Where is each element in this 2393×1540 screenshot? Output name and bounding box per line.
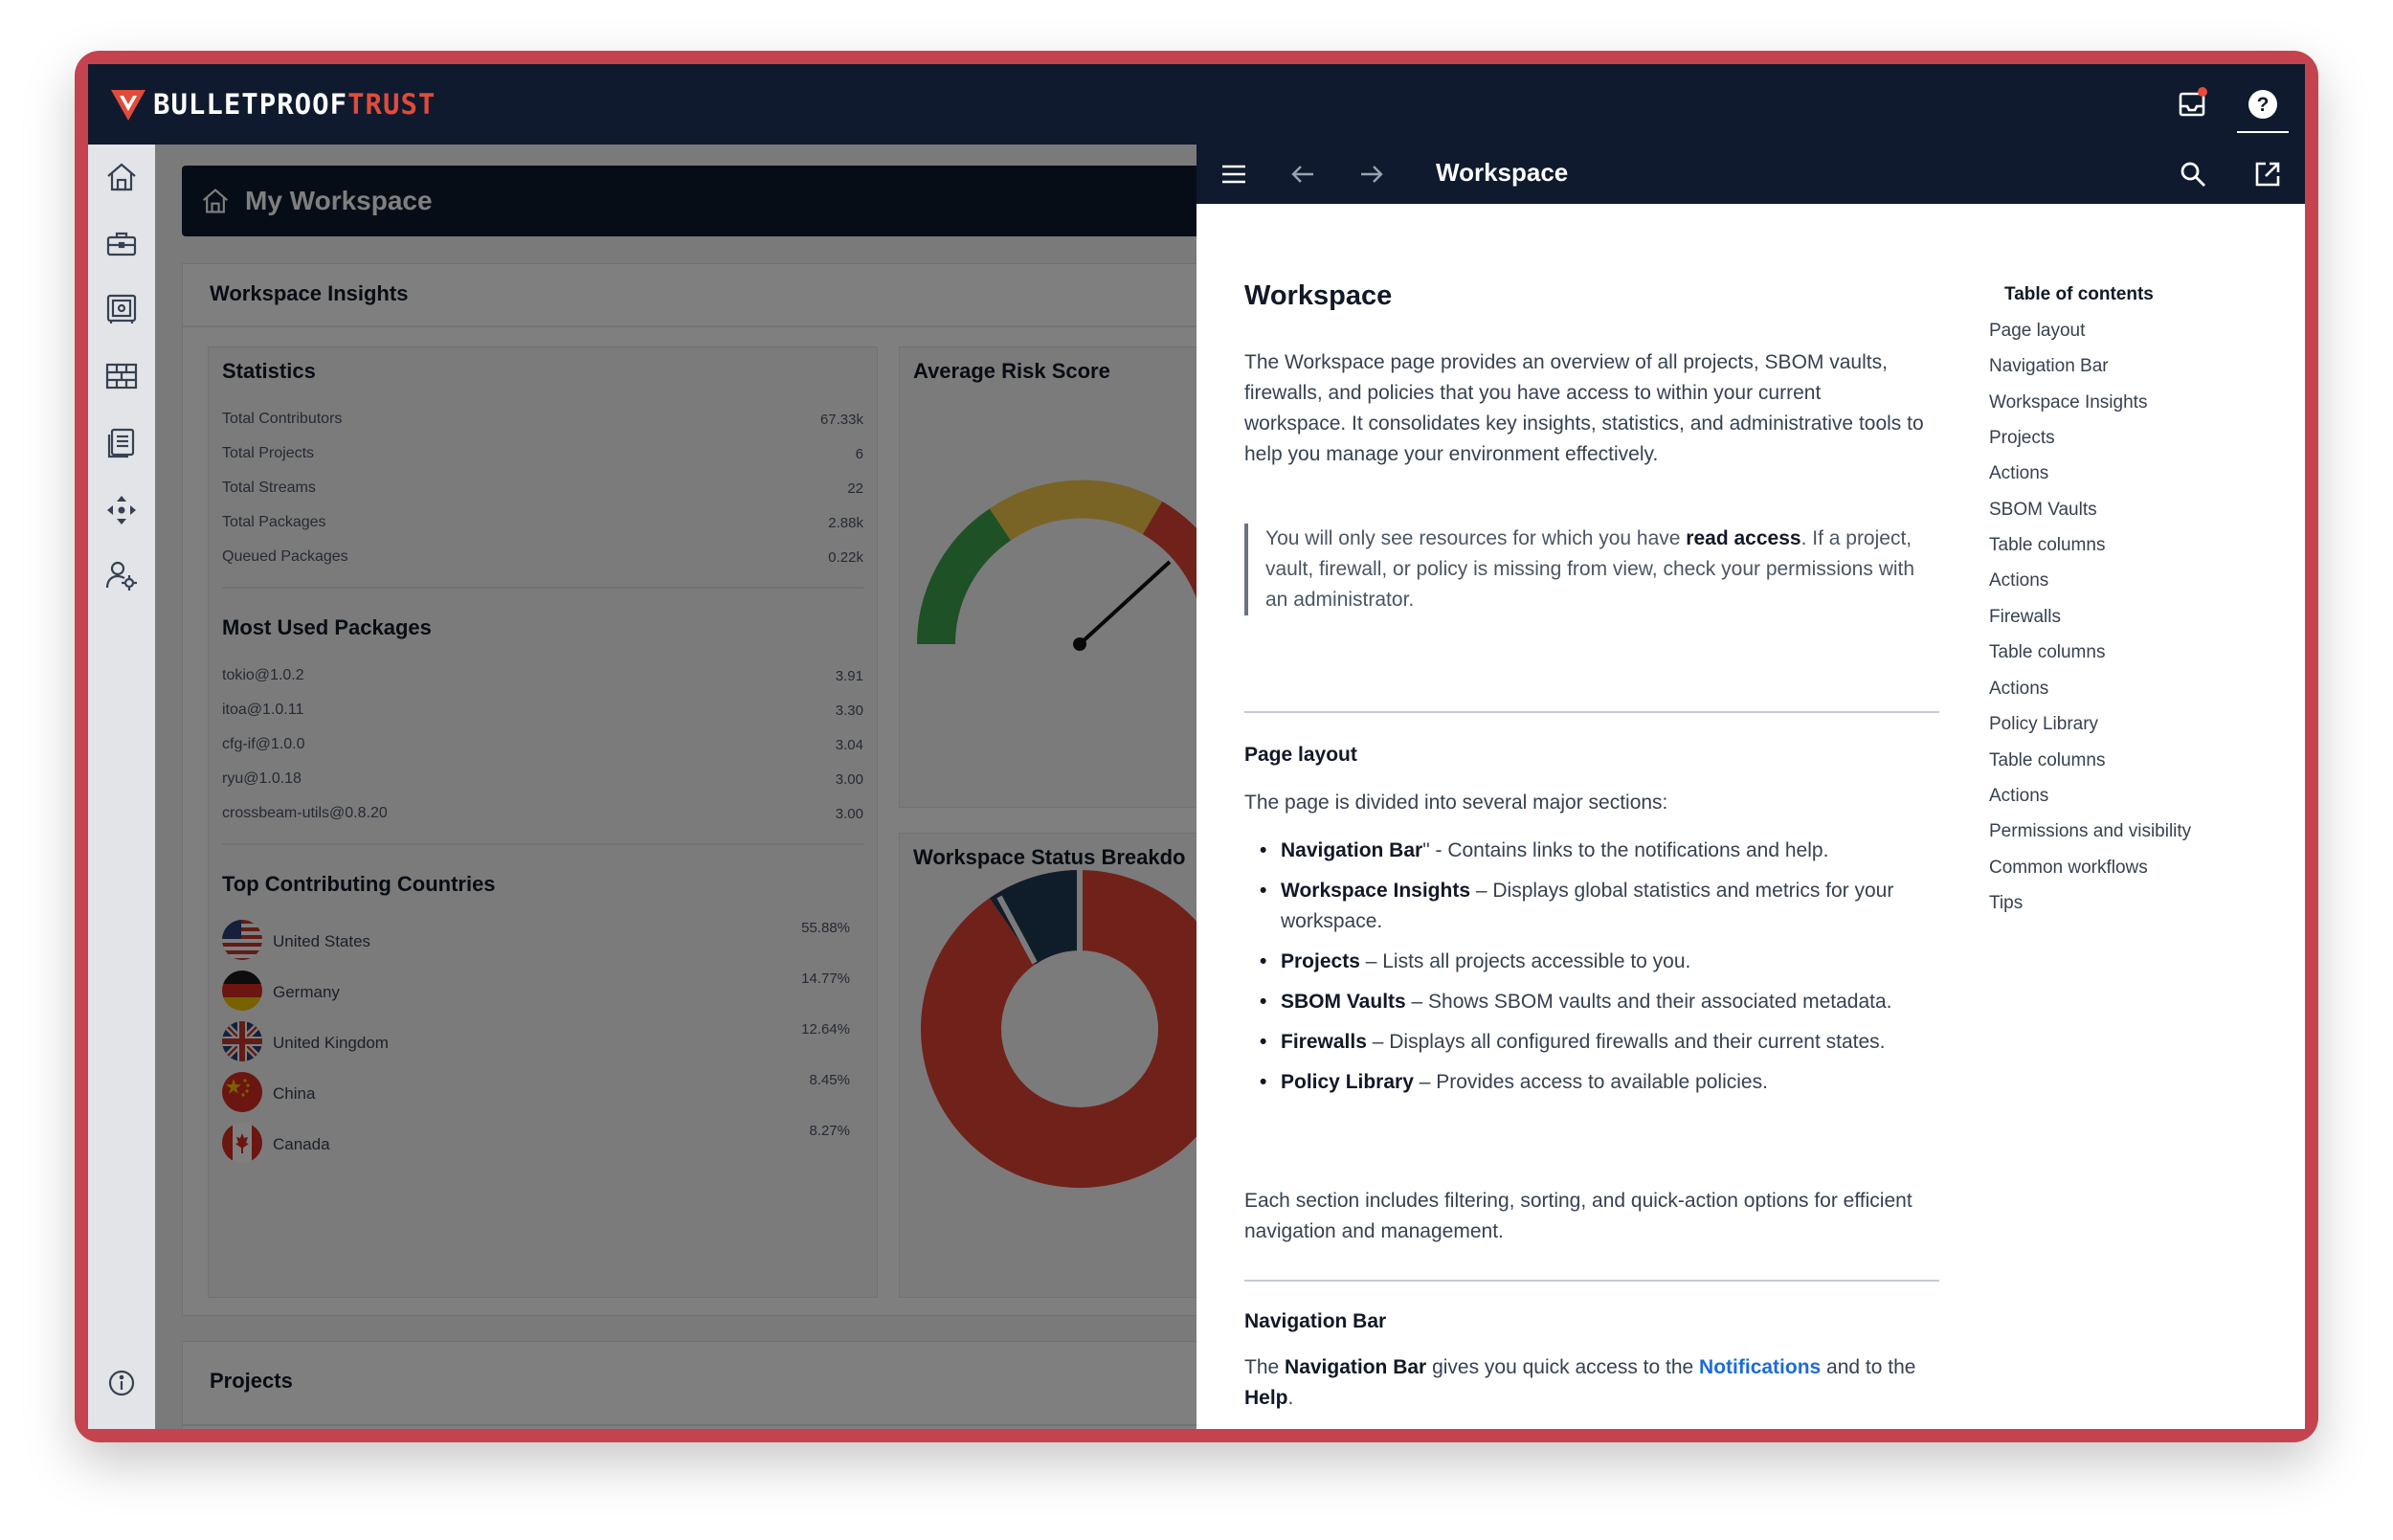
back-arrow-icon[interactable]: [1285, 156, 1321, 192]
help-icon[interactable]: ?: [2242, 83, 2284, 125]
brand-primary: BULLETPROOF: [153, 88, 348, 121]
navigation-bar-text: The Navigation Bar gives you quick acces…: [1244, 1352, 1926, 1414]
sections-list: Navigation Bar" - Contains links to the …: [1244, 836, 1926, 1107]
note-text: You will only see resources for which yo…: [1265, 527, 1687, 549]
toc-item[interactable]: Policy Library: [1989, 714, 2099, 734]
help-active-indicator: [2237, 131, 2289, 133]
navbar-text: gives you quick access to the: [1426, 1356, 1700, 1378]
svg-text:?: ?: [2257, 94, 2270, 116]
toc-item[interactable]: Common workflows: [1989, 858, 2148, 878]
article-intro: The Workspace page provides an overview …: [1244, 351, 1924, 465]
menu-icon[interactable]: [1216, 156, 1252, 192]
page-layout-intro: The page is divided into several major s…: [1244, 792, 1668, 814]
toc-item[interactable]: Workspace Insights: [1989, 392, 2148, 413]
help-drawer-title: Workspace: [1436, 158, 1569, 187]
navbar-text: and to the: [1821, 1356, 1916, 1378]
page-layout-heading: Page layout: [1244, 744, 1357, 766]
open-external-icon[interactable]: [2249, 156, 2286, 192]
section-name: Workspace Insights: [1281, 880, 1471, 902]
access-note: You will only see resources for which yo…: [1244, 524, 1939, 615]
section-name: Policy Library: [1281, 1071, 1414, 1093]
firewall-icon[interactable]: [104, 359, 139, 393]
toc-item[interactable]: Actions: [1989, 570, 2049, 591]
app-frame: BULLETPROOFTRUST ?: [75, 51, 2318, 1442]
help-article: Workspace The Workspace page provides an…: [1244, 204, 1939, 1429]
brand-name: BULLETPROOFTRUST: [153, 88, 436, 121]
toc-item[interactable]: Actions: [1989, 679, 2049, 699]
section-description: – Displays global statistics and metrics…: [1281, 880, 1894, 932]
section-description: – Lists all projects accessible to you.: [1359, 950, 1691, 972]
move-icon[interactable]: [104, 493, 139, 527]
section-description: – Shows SBOM vaults and their associated…: [1405, 991, 1892, 1013]
document-icon[interactable]: [104, 426, 139, 460]
toc-item[interactable]: Navigation Bar: [1989, 356, 2109, 376]
section-name: Navigation Bar: [1281, 839, 1423, 861]
divider: [1244, 1280, 1939, 1282]
note-text: . If a project, vault, firewall, or poli…: [1265, 527, 1915, 611]
user-settings-icon[interactable]: [104, 558, 139, 592]
section-description: – Displays all configured firewalls and …: [1366, 1031, 1886, 1053]
section-name: SBOM Vaults: [1281, 991, 1406, 1013]
logo-shield-icon: [111, 90, 145, 121]
article-title: Workspace: [1244, 280, 1393, 311]
home-icon[interactable]: [104, 160, 139, 194]
modal-backdrop[interactable]: [155, 145, 1286, 1429]
section-description: – Provides access to available policies.: [1413, 1071, 1768, 1093]
notification-dot: [2198, 87, 2207, 97]
toc-item[interactable]: Page layout: [1989, 321, 2086, 341]
app-window: BULLETPROOFTRUST ?: [88, 64, 2305, 1429]
toc-item[interactable]: Tips: [1989, 893, 2024, 913]
toc-item[interactable]: Actions: [1989, 463, 2049, 483]
help-drawer-toolbar: Workspace: [1196, 145, 2305, 204]
toc-item[interactable]: Table columns: [1989, 750, 2106, 770]
divider: [1244, 711, 1939, 713]
toc-item[interactable]: Permissions and visibility: [1989, 821, 2192, 841]
info-icon[interactable]: [104, 1366, 139, 1400]
list-item: Workspace Insights – Displays global sta…: [1244, 876, 1926, 937]
list-item: Navigation Bar" - Contains links to the …: [1244, 836, 1926, 866]
toc-title: Table of contents: [2004, 284, 2154, 304]
sidebar: [88, 145, 155, 1429]
navigation-bar-heading: Navigation Bar: [1244, 1310, 1387, 1332]
briefcase-icon[interactable]: [104, 227, 139, 261]
inbox-icon[interactable]: [2171, 83, 2213, 125]
list-item: Firewalls – Displays all configured fire…: [1244, 1027, 1926, 1058]
navbar-text: The: [1244, 1356, 1286, 1378]
brand-logo[interactable]: BULLETPROOFTRUST: [111, 85, 436, 123]
page-layout-outro: Each section includes filtering, sorting…: [1244, 1190, 1912, 1242]
section-name: Firewalls: [1281, 1031, 1367, 1053]
navbar-emphasis: Navigation Bar: [1285, 1356, 1427, 1378]
notifications-link[interactable]: Notifications: [1699, 1356, 1822, 1378]
list-item: Policy Library – Provides access to avai…: [1244, 1067, 1926, 1098]
toc-item[interactable]: Table columns: [1989, 642, 2106, 662]
toc-item[interactable]: Table columns: [1989, 535, 2106, 555]
list-item: Projects – Lists all projects accessible…: [1244, 947, 1926, 977]
toc-item[interactable]: SBOM Vaults: [1989, 500, 2097, 520]
toc-item[interactable]: Firewalls: [1989, 607, 2061, 627]
navbar-emphasis: Help: [1244, 1387, 1288, 1409]
list-item: SBOM Vaults – Shows SBOM vaults and thei…: [1244, 987, 1926, 1017]
vault-icon[interactable]: [104, 292, 139, 326]
brand-accent: TRUST: [347, 88, 436, 121]
search-icon[interactable]: [2175, 156, 2211, 192]
section-description: " - Contains links to the notifications …: [1422, 839, 1829, 861]
navbar-text: .: [1287, 1387, 1294, 1409]
toc-item[interactable]: Actions: [1989, 786, 2049, 806]
note-emphasis: read access: [1686, 527, 1801, 549]
forward-arrow-icon[interactable]: [1353, 156, 1390, 192]
toc-item[interactable]: Projects: [1989, 428, 2055, 448]
top-navigation-bar: BULLETPROOFTRUST ?: [88, 64, 2305, 145]
help-drawer: Workspace Workspace The Workspace page p…: [1196, 145, 2305, 1429]
section-name: Projects: [1281, 950, 1360, 972]
